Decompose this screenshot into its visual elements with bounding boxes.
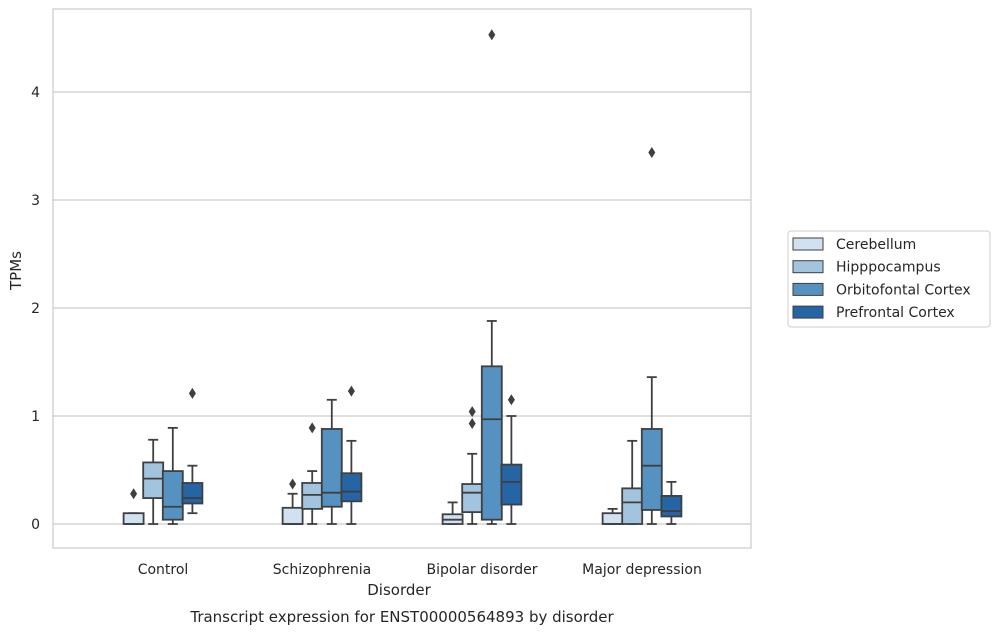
y-axis-ticks: 0 1 2 3 4 [31, 85, 40, 533]
outlier-point [188, 387, 196, 399]
box-iqr [500, 463, 523, 506]
box-cerebellum [601, 507, 624, 525]
y-tick-label: 3 [31, 193, 40, 209]
chart-title: Transcript expression for ENST0000056489… [189, 608, 614, 626]
box-iqr [480, 365, 503, 521]
box-orbitofontal-cortex [320, 398, 343, 525]
legend-label: Orbitofontal Cortex [836, 282, 971, 298]
x-axis-ticks: Control Schizophrenia Bipolar disorder Majo… [138, 562, 702, 578]
box-iqr [660, 495, 683, 518]
outlier-point [648, 146, 656, 158]
x-tick-label: Schizophrenia [273, 562, 371, 578]
x-tick-label: Major depression [582, 562, 702, 578]
box-cerebellum [281, 478, 304, 525]
box-orbitofontal-cortex [640, 146, 663, 525]
outlier-point [468, 418, 476, 430]
legend-label: Prefrontal Cortex [836, 305, 955, 321]
box-iqr [122, 512, 145, 525]
box-iqr [320, 428, 343, 508]
box-iqr [161, 470, 184, 521]
box-hipppocampus [142, 438, 165, 525]
legend: Cerebellum Hipppocampus Orbitofontal Corte… [787, 230, 991, 328]
box-orbitofontal-cortex [480, 29, 503, 525]
box-hipppocampus [301, 422, 324, 525]
box-prefrontal-cortex [500, 394, 523, 525]
legend-swatch [792, 305, 824, 319]
box-orbitofontal-cortex [161, 426, 184, 525]
outlier-point [468, 406, 476, 418]
legend-label: Hipppocampus [836, 260, 941, 276]
legend-label: Cerebellum [836, 237, 916, 253]
box-iqr [621, 487, 644, 525]
box-prefrontal-cortex [340, 385, 363, 525]
outlier-point [130, 488, 138, 500]
box-plots [122, 29, 683, 525]
legend-swatch [792, 260, 824, 274]
y-axis-title: TPMs [7, 251, 25, 291]
outlier-point [289, 478, 297, 490]
legend-frame [787, 230, 991, 328]
y-tick-label: 0 [31, 517, 40, 533]
x-tick-label: Control [138, 562, 189, 578]
box-iqr [301, 482, 324, 510]
outlier-point [347, 385, 355, 397]
box-iqr [601, 512, 624, 525]
box-iqr [142, 461, 165, 499]
plot-frame [52, 8, 752, 549]
box-hipppocampus [461, 406, 484, 525]
box-cerebellum [122, 488, 145, 525]
outlier-point [488, 29, 496, 41]
box-iqr [640, 428, 663, 511]
box-iqr [181, 482, 204, 505]
x-tick-label: Bipolar disorder [426, 562, 537, 578]
box-prefrontal-cortex [660, 480, 683, 525]
box-prefrontal-cortex [181, 387, 204, 515]
y-tick-label: 1 [31, 409, 40, 425]
y-tick-label: 4 [31, 85, 40, 101]
box-iqr [461, 483, 484, 514]
y-tick-label: 2 [31, 301, 40, 317]
x-axis-title: Disorder [367, 581, 431, 599]
box-cerebellum [441, 501, 464, 525]
box-hipppocampus [621, 439, 644, 525]
outlier-point [507, 394, 515, 406]
box-iqr [281, 506, 304, 525]
legend-swatch [792, 237, 824, 251]
legend-swatch [792, 282, 824, 296]
outlier-point [308, 422, 316, 434]
box-iqr [340, 472, 363, 503]
